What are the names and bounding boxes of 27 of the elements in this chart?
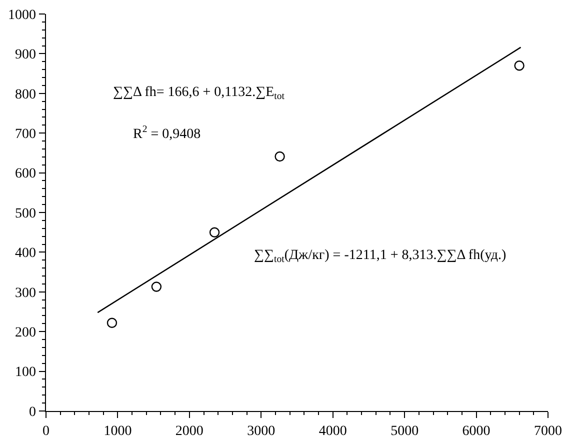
y-tick-label: 100 — [15, 365, 36, 380]
y-tick-label: 800 — [15, 87, 36, 102]
y-tick-label: 200 — [15, 326, 36, 340]
point — [274, 151, 285, 162]
point — [106, 318, 118, 328]
y-tick-label: 700 — [15, 127, 36, 142]
y-tick-label: 400 — [15, 246, 36, 262]
y-tick-label: 900 — [15, 48, 36, 63]
annotation: R$^{2}$ = 0,9408 — [133, 124, 201, 142]
x-tick-label: 5000 — [390, 424, 419, 439]
point — [514, 60, 524, 71]
x-tick-label: 2000 — [175, 424, 204, 439]
point — [209, 227, 220, 238]
y-tick-label: 300 — [15, 286, 36, 301]
annotation: ∑∑Δ fh= 166,6 + 0,1132.∑E$_{tot}$ — [113, 85, 285, 102]
x-tick-label: 7000 — [534, 424, 562, 439]
annotation: ∑∑$_{tot}$(Дж/кг) = -1211,1 + 8,313.∑∑Δ fh(уд.) — [254, 248, 506, 265]
y-tick-label: 0 — [29, 404, 36, 420]
y-tick-label: 600 — [15, 166, 36, 182]
x-tick-label: 0 — [42, 424, 50, 439]
x-tick-label: 4000 — [318, 424, 347, 439]
x-tick-label: 6000 — [462, 424, 490, 439]
point — [151, 282, 162, 292]
y-tick-label: 500 — [15, 206, 36, 222]
x-tick-label: 3000 — [247, 424, 276, 439]
y-tick-label: 1000 — [8, 8, 36, 23]
x-tick-label: 1000 — [104, 424, 132, 439]
